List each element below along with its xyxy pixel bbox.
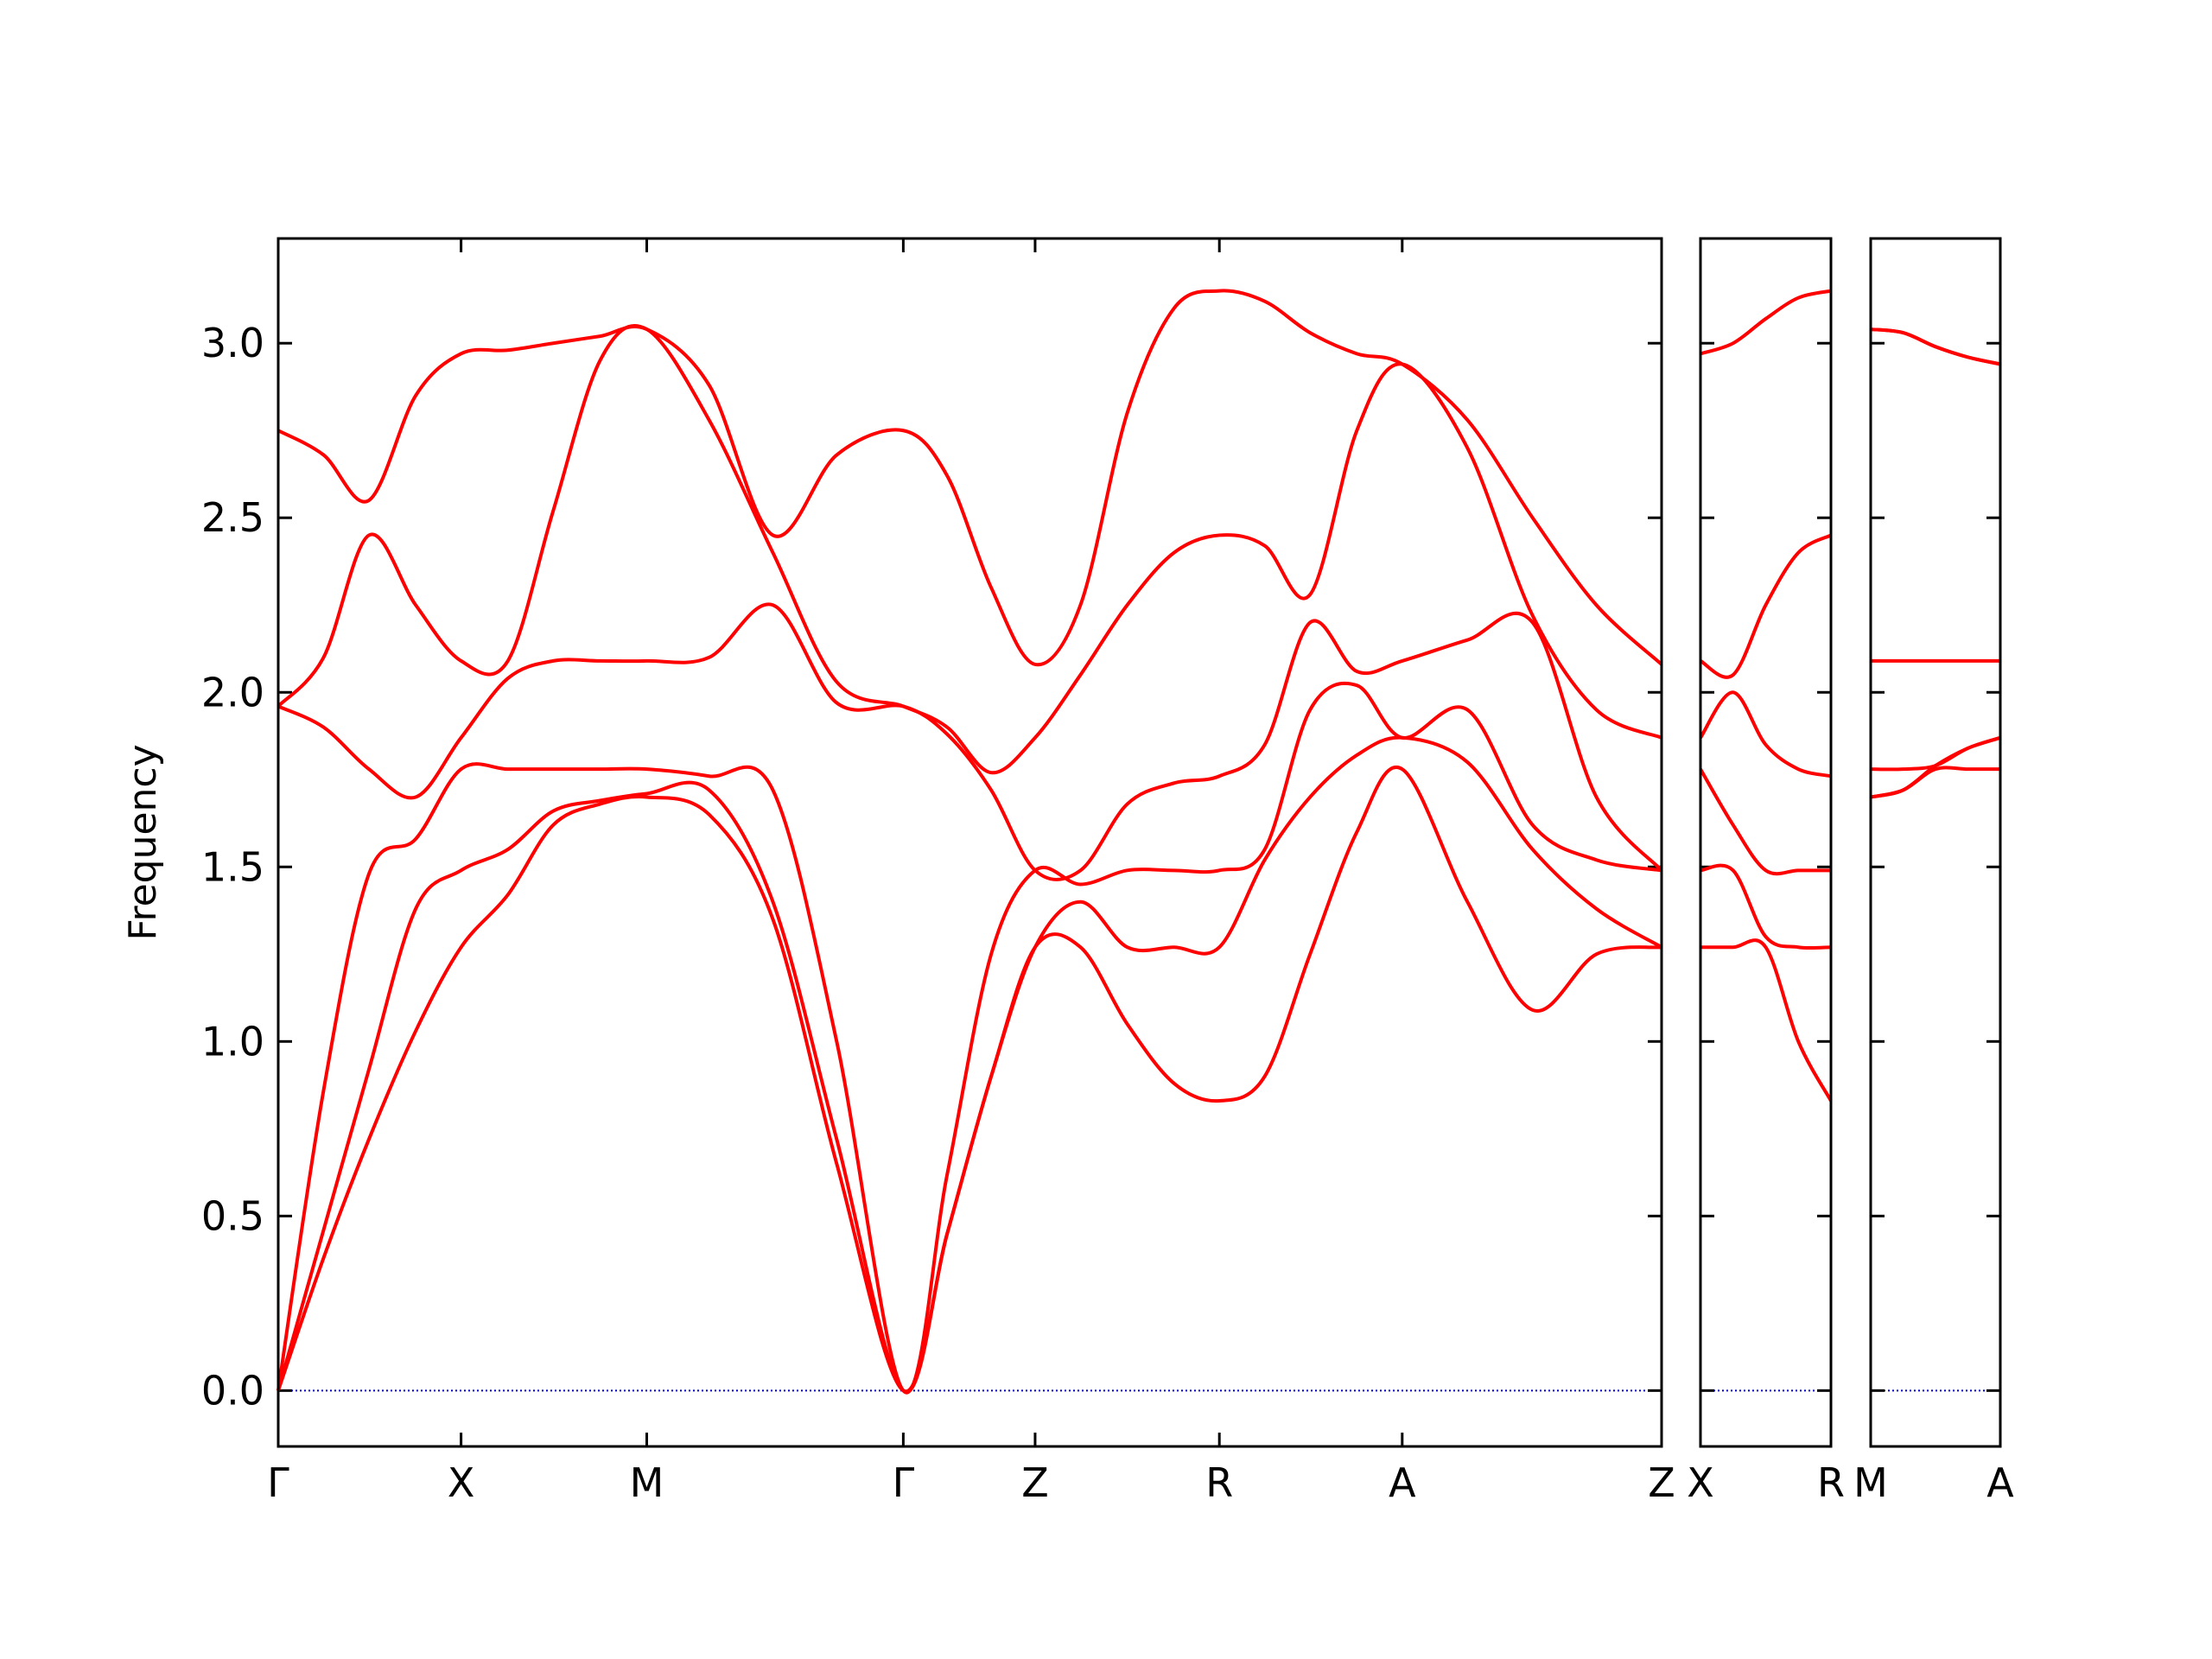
band-line [1699, 533, 1832, 679]
x-tick-label: A [1986, 1459, 2014, 1506]
band-line [1870, 735, 2001, 772]
band-line [277, 602, 1663, 881]
y-tick-label: 2.5 [201, 494, 264, 541]
y-tick-label: 3.0 [201, 320, 264, 366]
band-line [1699, 690, 1832, 779]
band-line [276, 681, 1662, 1395]
band-line [276, 735, 1663, 1394]
x-tick-label: Γ [893, 1459, 915, 1506]
band-line [1700, 289, 1832, 356]
x-tick-label: Z [1648, 1459, 1675, 1506]
x-tick-label: M [1853, 1459, 1888, 1506]
y-tick-label: 1.0 [201, 1018, 264, 1065]
y-axis-label: Frequency [121, 744, 165, 940]
y-tick-label: 0.0 [201, 1367, 264, 1414]
plot-frame [1869, 237, 2002, 1448]
band-line [1699, 768, 1831, 876]
y-tick-label: 1.5 [201, 843, 264, 890]
x-tick-label: X [448, 1459, 475, 1506]
band-line [277, 289, 1663, 667]
x-tick-label: R [1205, 1459, 1233, 1506]
band-line [1700, 938, 1833, 1102]
plot-frame [1699, 237, 1833, 1448]
x-tick-label: R [1817, 1459, 1845, 1506]
plot-frame [276, 237, 1663, 1448]
x-tick-label: Γ [267, 1459, 289, 1506]
band-line [1700, 863, 1832, 950]
y-tick-label: 2.0 [201, 669, 264, 715]
x-tick-label: X [1687, 1459, 1714, 1506]
x-tick-label: A [1389, 1459, 1416, 1506]
y-tick-label: 0.5 [201, 1192, 264, 1239]
x-tick-label: Z [1021, 1459, 1049, 1506]
x-tick-label: M [630, 1459, 664, 1506]
band-line [1870, 327, 2001, 366]
